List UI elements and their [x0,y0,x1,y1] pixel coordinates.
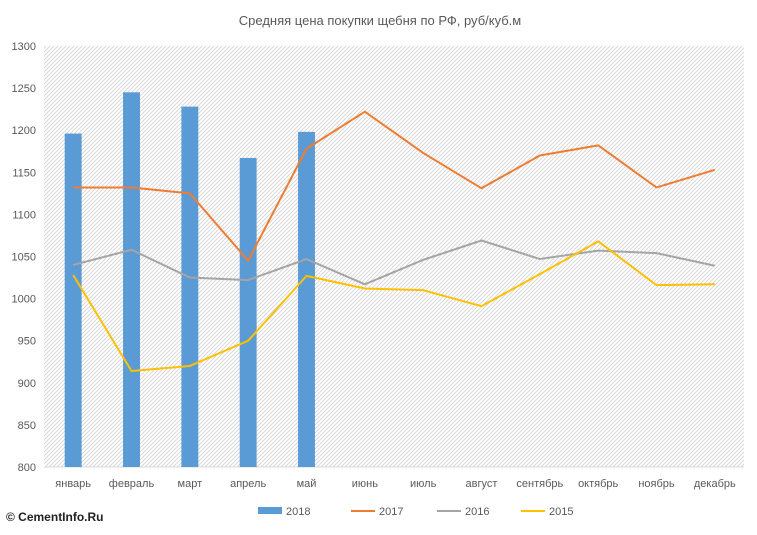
y-tick-label: 1100 [12,209,36,221]
y-tick-label: 950 [18,336,36,348]
plot-area-background [44,46,744,467]
x-tick-label: март [178,478,203,490]
line-series-2017 [73,110,716,262]
x-axis: январь февраль март апрель май июнь июль август… [44,466,744,490]
y-tick-label: 1250 [12,83,36,95]
x-tick-label: июль [410,478,437,490]
x-tick-label: ноябрь [638,478,675,490]
y-tick-label: 1200 [12,125,36,137]
x-tick-label: декабрь [694,478,736,490]
y-tick-label: 1050 [12,252,36,264]
y-tick-label: 1300 [12,41,36,53]
legend-label-2016: 2016 [465,506,489,518]
legend: 2018 2017 2016 2015 [258,506,573,518]
legend-label-2017: 2017 [379,506,403,518]
bar-2018-март [181,106,199,468]
bar-2018-май [298,131,315,467]
x-tick-label: апрель [230,478,266,490]
x-tick-label: май [297,478,317,490]
bar-2018-январь [64,133,82,467]
x-tick-label: сентябрь [516,478,563,490]
legend-label-2015: 2015 [549,506,573,518]
x-tick-label: август [466,478,498,490]
x-tick-label: февраль [109,478,155,490]
y-axis: 800 850 900 950 1000 1050 1100 1150 1200 1250 1300 [12,41,36,474]
line-series-2016 [72,239,716,286]
chart-title: Средняя цена покупки щебня по РФ, руб/ку… [239,13,522,28]
y-tick-label: 850 [18,420,36,432]
bar-2018-февраль [123,92,140,467]
watermark-text: © CementInfo.Ru [6,510,104,524]
y-tick-label: 900 [18,378,36,390]
x-tick-label: январь [55,478,91,490]
y-tick-label: 1150 [12,167,36,179]
line-series-group [72,110,716,373]
x-tick-label: октябрь [578,478,618,490]
legend-label-2018: 2018 [286,506,310,518]
bar-2018-апрель [239,157,257,467]
y-tick-label: 800 [18,462,36,474]
y-tick-label: 1000 [12,294,36,306]
line-series-2015 [72,240,715,373]
legend-swatch-2018 [258,507,282,514]
x-tick-label: июнь [352,478,378,490]
